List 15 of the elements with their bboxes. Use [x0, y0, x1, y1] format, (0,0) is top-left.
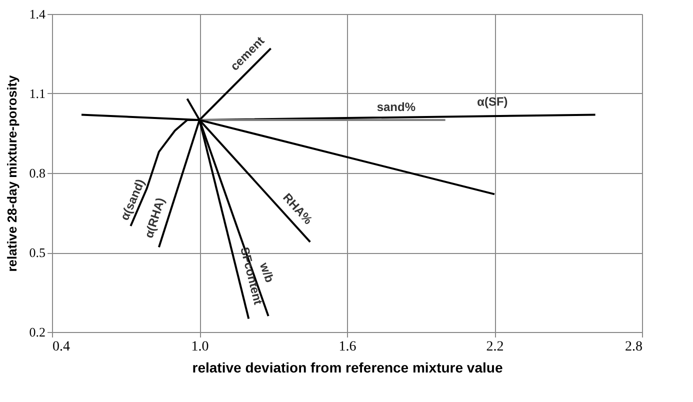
y-tick-label: 0.8 — [29, 166, 46, 180]
y-tick-label: 1.1 — [29, 86, 46, 101]
text: α(RHA) — [142, 196, 168, 240]
x-tick-label: 1.6 — [338, 340, 356, 354]
x-axis-title: relative deviation from reference mixture value — [192, 360, 503, 376]
x-tick-label: 2.8 — [625, 340, 642, 354]
y-tick-label: 1.4 — [29, 6, 46, 22]
y-axis-title: relative 28-day mixture-porosity — [4, 74, 20, 272]
x-tick-label: 2.2 — [486, 340, 504, 354]
y-tick-label: 0.5 — [29, 245, 46, 260]
x-tick-label: 0.4 — [52, 340, 70, 354]
text: w/b — [256, 260, 277, 284]
y-tick-label: 0.2 — [29, 324, 46, 340]
x-tick-label: 1.0 — [191, 340, 209, 354]
series-label: sand% — [376, 100, 416, 114]
